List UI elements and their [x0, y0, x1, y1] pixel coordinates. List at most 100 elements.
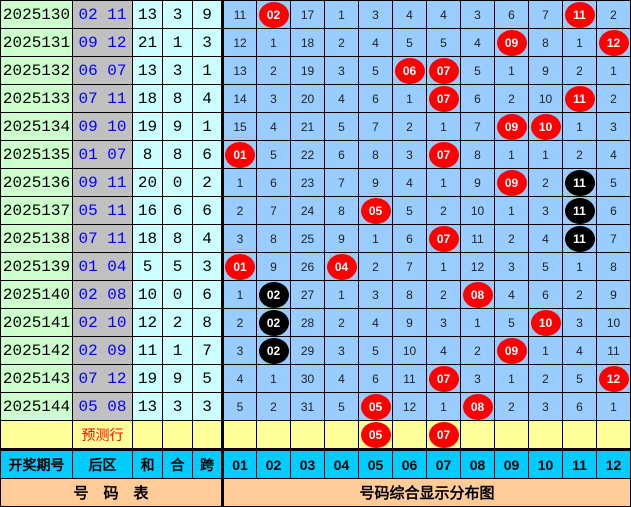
number-cell-02: 8 [256, 224, 291, 253]
table-row: 2025139 01 04 5 5 3 01 9 26 04 2 7 1 12 3 5 1 8 [0, 252, 631, 281]
he-cell: 3 [162, 56, 193, 85]
number-cell-03: 30 [290, 364, 325, 393]
header-number: 11 [562, 448, 597, 479]
he-cell: 0 [162, 280, 193, 309]
number-cell-11: 6 [562, 392, 597, 421]
number-cell-12: 3 [596, 112, 631, 141]
number-cell-03: 24 [290, 196, 325, 225]
number-cell-11: 4 [562, 336, 597, 365]
back-zone-cell: 05 08 [72, 392, 133, 421]
number-cell-09: 4 [494, 280, 529, 309]
back-zone-cell: 09 10 [72, 112, 133, 141]
number-cell-04: 6 [324, 140, 359, 169]
red-ball-icon: 06 [394, 57, 425, 84]
sum-cell: 13 [132, 0, 163, 29]
black-ball-icon: 02 [258, 309, 289, 336]
number-cell-07: 2 [426, 196, 461, 225]
number-cell-12: 8 [596, 252, 631, 281]
back-zone-cell: 01 04 [72, 252, 133, 281]
red-ball-icon: 11 [564, 85, 595, 112]
number-cell-05: 5 [358, 56, 393, 85]
number-cell-11: 1 [562, 112, 597, 141]
number-cell-11: 11 [562, 0, 597, 29]
number-cell-05: 05 [358, 196, 393, 225]
header-back: 后区 [72, 448, 133, 479]
header-kua: 跨 [192, 448, 224, 479]
number-cell-03: 28 [290, 308, 325, 337]
back-zone-cell: 02 09 [72, 336, 133, 365]
number-cell-06: 1 [392, 84, 427, 113]
kua-cell: 3 [192, 392, 224, 421]
number-cell-12: 12 [596, 364, 631, 393]
number-cell-10: 10 [528, 308, 563, 337]
number-cell-07: 3 [426, 308, 461, 337]
back-zone-cell: 02 11 [72, 0, 133, 29]
number-cell-06: 5 [392, 28, 427, 57]
period-cell: 2025132 [0, 56, 73, 85]
kua-cell: 3 [192, 252, 224, 281]
number-cell-09: 5 [494, 308, 529, 337]
number-cell-07: 07 [426, 224, 461, 253]
number-cell-04: 1 [324, 0, 359, 29]
number-cell-06: 9 [392, 308, 427, 337]
sum-cell: 12 [132, 308, 163, 337]
number-cell-12: 7 [596, 224, 631, 253]
number-cell-09: 1 [494, 364, 529, 393]
number-cell-01: 3 [222, 224, 257, 253]
number-cell-07: 07 [426, 420, 461, 450]
he-cell: 2 [162, 308, 193, 337]
number-cell-04: 5 [324, 392, 359, 421]
back-zone-cell: 09 11 [72, 168, 133, 197]
number-cell-09: 1 [494, 140, 529, 169]
number-cell-10: 10 [528, 112, 563, 141]
period-cell: 2025140 [0, 280, 73, 309]
red-ball-icon: 05 [360, 421, 391, 448]
number-cell-11: 11 [562, 84, 597, 113]
number-cell-03: 31 [290, 392, 325, 421]
number-cell-04: 5 [324, 112, 359, 141]
period-cell: 2025139 [0, 252, 73, 281]
number-cell-12: 12 [596, 28, 631, 57]
number-cell-01: 14 [222, 84, 257, 113]
number-cell-10: 2 [528, 364, 563, 393]
number-cell-12: 10 [596, 308, 631, 337]
he-cell: 3 [162, 392, 193, 421]
number-cell-07: 07 [426, 364, 461, 393]
number-cell-08: 12 [460, 252, 495, 281]
number-cell-08: 7 [460, 112, 495, 141]
number-cell-10: 9 [528, 56, 563, 85]
number-cell-09: 3 [494, 252, 529, 281]
number-cell-08: 11 [460, 224, 495, 253]
he-cell: 9 [162, 364, 193, 393]
number-cell-09: 2 [494, 84, 529, 113]
black-ball-icon: 11 [564, 225, 595, 252]
black-ball-icon: 11 [564, 197, 595, 224]
header-number: 05 [358, 448, 393, 479]
red-ball-icon: 07 [428, 421, 459, 448]
number-cell-11: 11 [562, 196, 597, 225]
table-row: 2025141 02 10 12 2 8 2 02 28 2 4 9 3 1 5 10 3 10 [0, 308, 631, 337]
number-cell-08: 9 [460, 168, 495, 197]
kua-cell: 4 [192, 224, 224, 253]
he-cell: 8 [162, 140, 193, 169]
he-cell: 8 [162, 84, 193, 113]
period-cell: 2025130 [0, 0, 73, 29]
red-ball-icon: 11 [564, 1, 595, 28]
he-cell: 6 [162, 196, 193, 225]
number-cell-11: 1 [562, 252, 597, 281]
number-cell-08: 08 [460, 280, 495, 309]
number-cell-04: 2 [324, 308, 359, 337]
number-cell-05: 4 [358, 308, 393, 337]
footer-distribution-label: 号码综合显示分布图 [222, 478, 631, 507]
sum-cell: 18 [132, 224, 163, 253]
kua-cell: 5 [192, 364, 224, 393]
number-cell-02: 1 [256, 28, 291, 57]
number-cell-06: 12 [392, 392, 427, 421]
sum-cell: 18 [132, 84, 163, 113]
number-cell-03: 21 [290, 112, 325, 141]
number-cell-11 [562, 420, 597, 450]
red-ball-icon: 07 [428, 365, 459, 392]
header-number: 12 [596, 448, 631, 479]
number-cell-05: 05 [358, 392, 393, 421]
kua-cell: 6 [192, 140, 224, 169]
